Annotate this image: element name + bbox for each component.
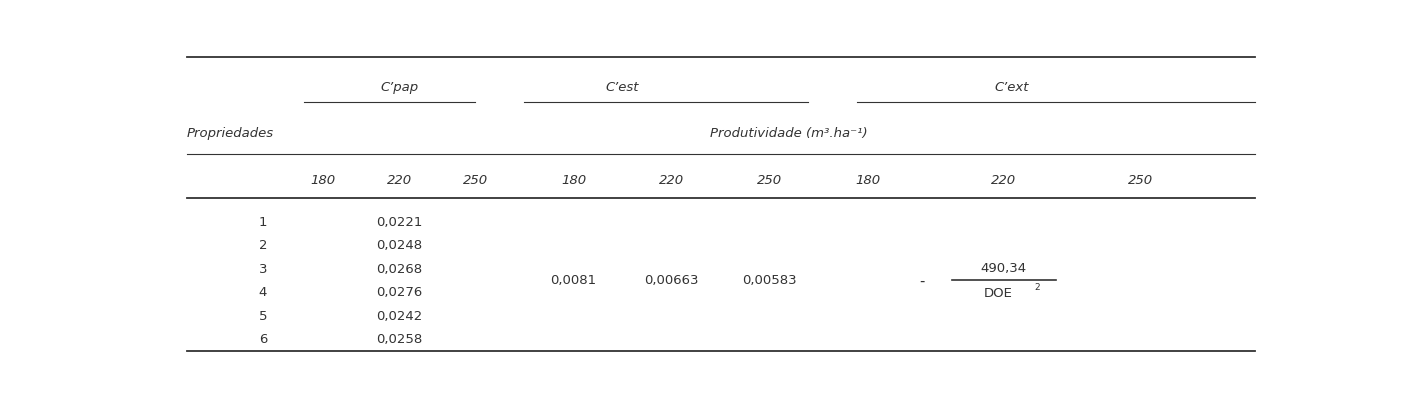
Text: 6: 6 (259, 332, 267, 345)
Text: 220: 220 (387, 173, 412, 186)
Text: 0,00583: 0,00583 (742, 274, 797, 287)
Text: 0,0258: 0,0258 (375, 332, 422, 345)
Text: 4: 4 (259, 286, 267, 298)
Text: 180: 180 (855, 173, 880, 186)
Text: 0,0268: 0,0268 (375, 262, 422, 275)
Text: 180: 180 (311, 173, 336, 186)
Text: 0,0248: 0,0248 (375, 239, 422, 252)
Text: 2: 2 (259, 239, 267, 252)
Text: 250: 250 (756, 173, 782, 186)
Text: 220: 220 (659, 173, 685, 186)
Text: C’ext: C’ext (995, 81, 1029, 94)
Text: 180: 180 (561, 173, 586, 186)
Text: DOE: DOE (984, 286, 1012, 299)
Text: Propriedades: Propriedades (187, 126, 274, 139)
Text: C’pap: C’pap (380, 81, 418, 94)
Text: 250: 250 (1128, 173, 1153, 186)
Text: 1: 1 (259, 215, 267, 228)
Text: C’est: C’est (606, 81, 640, 94)
Text: 490,34: 490,34 (981, 261, 1026, 274)
Text: 250: 250 (463, 173, 488, 186)
Text: -: - (920, 273, 925, 288)
Text: 0,0242: 0,0242 (375, 309, 422, 322)
Text: 2: 2 (1035, 283, 1040, 292)
Text: 0,0081: 0,0081 (550, 274, 596, 287)
Text: 3: 3 (259, 262, 267, 275)
Text: 0,0221: 0,0221 (375, 215, 422, 228)
Text: 5: 5 (259, 309, 267, 322)
Text: 0,0276: 0,0276 (375, 286, 422, 298)
Text: 0,00663: 0,00663 (644, 274, 699, 287)
Text: Produtividade (m³.ha⁻¹): Produtividade (m³.ha⁻¹) (710, 126, 868, 139)
Text: 220: 220 (991, 173, 1017, 186)
